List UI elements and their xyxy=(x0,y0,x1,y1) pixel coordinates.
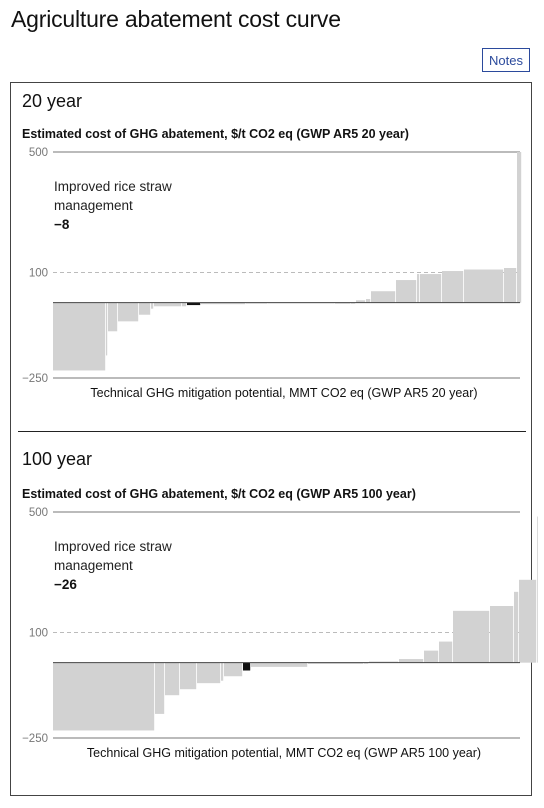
bar xyxy=(439,641,453,663)
bar xyxy=(251,662,308,667)
bar xyxy=(308,662,364,664)
bar xyxy=(442,271,464,303)
y-tick-label: −250 xyxy=(22,733,48,745)
panel-title-100-year: 100 year xyxy=(22,449,93,469)
bar xyxy=(369,661,399,663)
bar xyxy=(517,152,522,303)
y-tick-label: 100 xyxy=(29,628,48,640)
bar xyxy=(106,302,108,356)
bar xyxy=(53,302,106,371)
bar xyxy=(464,269,504,303)
bar xyxy=(356,300,366,303)
bar xyxy=(364,662,369,664)
bar xyxy=(519,579,537,663)
bar xyxy=(453,610,490,663)
notes-button[interactable]: Notes xyxy=(482,48,530,72)
bar xyxy=(221,662,224,681)
bar xyxy=(371,291,396,303)
bar xyxy=(420,274,442,303)
bar xyxy=(396,280,417,303)
bar xyxy=(151,302,154,309)
bar xyxy=(514,591,519,663)
abatement-chart-100-year: 500 100 −250 Improved rice straw management −… xyxy=(22,507,538,760)
x-axis-label: Technical GHG mitigation potential, MMT … xyxy=(90,386,477,400)
highlighted-bar xyxy=(243,662,251,671)
bar xyxy=(182,302,187,307)
bar xyxy=(351,302,356,304)
chart-title-100-year: Estimated cost of GHG abatement, $/t CO2… xyxy=(22,487,416,501)
annotation-label-line2: management xyxy=(54,198,133,213)
bar xyxy=(366,299,371,303)
annotation-label-line1: Improved rice straw xyxy=(54,539,172,554)
bar xyxy=(504,268,517,303)
annotation-value: −26 xyxy=(54,577,77,592)
bar xyxy=(417,274,420,303)
highlighted-bar xyxy=(187,302,201,306)
bar xyxy=(201,302,246,305)
panel-title-20-year: 20 year xyxy=(22,91,83,111)
page-title: Agriculture abatement cost curve xyxy=(11,6,341,32)
bar xyxy=(180,662,197,690)
bar xyxy=(224,662,243,677)
abatement-chart-20-year: 500 100 −250 Improved rice straw management −… xyxy=(22,147,522,400)
annotation-label-line2: management xyxy=(54,558,133,573)
y-tick-label: 500 xyxy=(29,147,48,159)
bar xyxy=(118,302,139,322)
bar xyxy=(165,662,180,696)
x-axis-label: Technical GHG mitigation potential, MMT … xyxy=(87,746,481,760)
annotation-label-line1: Improved rice straw xyxy=(54,179,172,194)
y-tick-label: 500 xyxy=(29,507,48,519)
annotation-value: −8 xyxy=(54,217,70,232)
bar xyxy=(197,662,221,684)
bar xyxy=(155,662,165,714)
charts-frame xyxy=(10,82,532,796)
bar xyxy=(154,302,182,307)
y-tick-label: −250 xyxy=(22,373,48,385)
panel-divider xyxy=(18,431,526,432)
chart-title-20-year: Estimated cost of GHG abatement, $/t CO2… xyxy=(22,127,409,141)
bar xyxy=(490,606,514,663)
y-tick-label: 100 xyxy=(29,268,48,280)
bar xyxy=(108,302,118,332)
bar xyxy=(424,650,439,663)
bar xyxy=(53,662,155,731)
bar xyxy=(537,516,538,663)
bar xyxy=(335,302,351,304)
bar xyxy=(139,302,151,315)
bar xyxy=(399,659,424,663)
